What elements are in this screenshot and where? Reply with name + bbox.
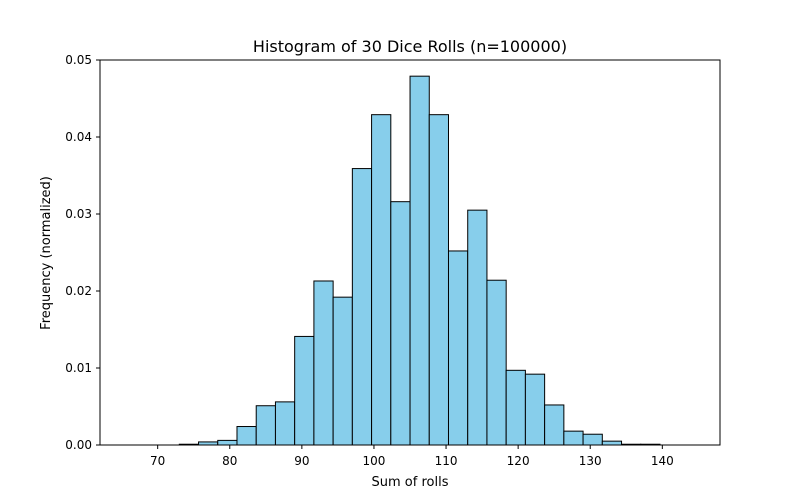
histogram-bar xyxy=(409,75,430,446)
x-tick-label: 120 xyxy=(507,454,530,468)
histogram-bar xyxy=(274,401,296,446)
histogram-bar xyxy=(332,296,353,446)
x-tick-label: 70 xyxy=(150,454,165,468)
x-tick-label: 110 xyxy=(435,454,458,468)
histogram-bar xyxy=(236,426,257,446)
y-tick-label: 0.00 xyxy=(65,438,92,452)
histogram-bar xyxy=(601,440,623,446)
y-tick-label: 0.01 xyxy=(65,361,92,375)
x-tick-label: 140 xyxy=(651,454,674,468)
x-tick-label: 90 xyxy=(294,454,309,468)
y-axis-label: Frequency (normalized) xyxy=(39,176,54,330)
plot-frame xyxy=(99,59,721,446)
histogram-bar xyxy=(294,335,315,446)
histogram-bar xyxy=(524,373,546,446)
y-tick-label: 0.03 xyxy=(65,207,92,221)
chart-title: Histogram of 30 Dice Rolls (n=100000) xyxy=(253,37,567,56)
histogram-bar xyxy=(563,430,584,446)
x-tick-label: 130 xyxy=(579,454,602,468)
x-tick-label: 80 xyxy=(222,454,237,468)
y-tick-label: 0.04 xyxy=(65,130,92,144)
x-ticks-group: 70 80 90 100 110 120 130 140 xyxy=(150,445,674,468)
histogram-bar xyxy=(582,433,603,446)
x-tick-label: 100 xyxy=(363,454,386,468)
y-ticks-group: 0.00 0.01 0.02 0.03 0.04 0.05 xyxy=(65,53,100,452)
histogram-bar xyxy=(428,114,449,446)
histogram-bar xyxy=(313,280,334,446)
histogram-bar xyxy=(447,250,469,446)
x-axis-label: Sum of rolls xyxy=(372,475,449,490)
histogram-bar xyxy=(505,369,526,446)
y-tick-label: 0.02 xyxy=(65,284,92,298)
bars-group xyxy=(178,75,661,446)
histogram-bar xyxy=(217,439,238,446)
histogram-bar xyxy=(255,405,276,446)
y-tick-label: 0.05 xyxy=(65,53,92,67)
histogram-bar xyxy=(351,168,373,446)
histogram-bar xyxy=(467,209,488,446)
histogram-bar xyxy=(390,201,411,446)
histogram-bar xyxy=(486,279,507,446)
histogram-bar xyxy=(371,114,392,446)
histogram-bar xyxy=(544,404,565,446)
